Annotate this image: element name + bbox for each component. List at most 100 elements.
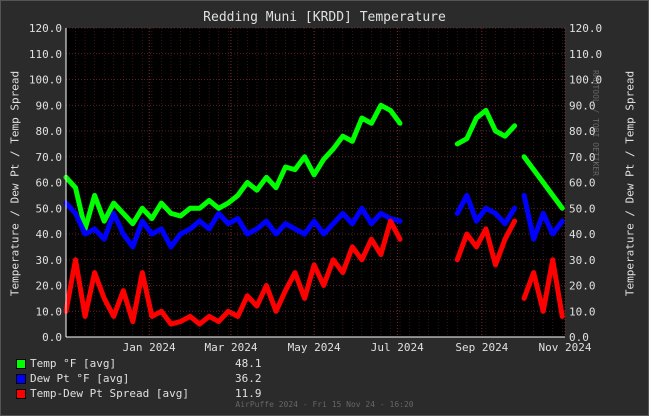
series-point-1	[73, 211, 78, 216]
y-tick-label-left: 70.0	[36, 151, 63, 164]
series-point-0	[311, 172, 317, 177]
series-point-0	[130, 221, 135, 226]
series-point-0	[245, 180, 250, 185]
series-point-1	[187, 226, 193, 232]
y-tick-label-left: 100.0	[29, 74, 62, 87]
series-point-0	[159, 200, 164, 206]
series-point-2	[121, 288, 126, 293]
series-point-0	[531, 167, 536, 172]
series-point-0	[273, 185, 279, 190]
y-tick-label-left: 50.0	[36, 202, 63, 215]
series-point-2	[464, 231, 469, 237]
series-point-0	[292, 167, 298, 172]
legend-avg-spread: 11.9	[235, 387, 262, 400]
series-point-2	[111, 314, 116, 319]
y-tick-label-right: 90.0	[569, 99, 596, 112]
series-point-0	[378, 103, 384, 108]
series-point-0	[359, 115, 365, 121]
series-point-0	[111, 200, 116, 206]
series-point-0	[550, 193, 555, 198]
series-point-2	[302, 296, 307, 301]
series-point-0	[321, 157, 326, 162]
series-point-0	[388, 108, 393, 113]
series-point-2	[197, 321, 202, 327]
series-point-2	[359, 257, 365, 262]
series-point-2	[168, 321, 174, 327]
series-point-1	[82, 231, 88, 237]
series-point-2	[187, 314, 193, 319]
series-point-1	[149, 231, 155, 237]
y-tick-label-right: 100.0	[569, 74, 602, 87]
series-point-1	[226, 221, 231, 226]
series-point-1	[283, 221, 288, 226]
series-point-0	[340, 134, 345, 139]
series-point-0	[254, 188, 260, 193]
y-tick-label-right: 0.0	[569, 331, 589, 344]
series-point-1	[359, 206, 365, 211]
series-point-0	[493, 128, 498, 134]
y-tick-label-right: 110.0	[569, 48, 602, 61]
series-point-0	[502, 134, 508, 139]
legend-item-spread: Temp-Dew Pt Spread [avg] 11.9	[16, 387, 262, 400]
series-point-2	[207, 314, 212, 319]
legend-swatch-dewpt	[16, 374, 26, 384]
legend-item-temp: Temp °F [avg] 48.1	[16, 357, 262, 370]
y-tick-label-left: 20.0	[36, 280, 63, 293]
temperature-chart: 0.0 0.0 10.0 10.0 20.0 20.0 30.0 30.0 40.0 40.0 50…	[29, 22, 602, 354]
series-point-0	[121, 211, 126, 216]
series-point-2	[292, 270, 298, 275]
series-point-1	[273, 231, 279, 237]
series-point-2	[216, 319, 221, 324]
series-point-0	[369, 121, 374, 126]
series-point-1	[178, 231, 183, 237]
legend-swatch-temp	[16, 359, 26, 369]
series-point-2	[82, 314, 88, 319]
series-point-2	[474, 244, 479, 250]
series-point-0	[464, 136, 469, 141]
y-tick-label-left: 120.0	[29, 22, 62, 35]
series-point-2	[226, 309, 231, 314]
y-tick-label-left: 80.0	[36, 125, 63, 138]
legend-avg-dewpt: 36.2	[235, 372, 262, 385]
y-tick-label-right: 120.0	[569, 22, 602, 35]
series-point-0	[140, 206, 145, 211]
series-point-1	[378, 211, 384, 216]
series-point-1	[92, 226, 97, 232]
series-point-1	[397, 218, 403, 224]
series-point-1	[235, 216, 240, 221]
series-point-2	[159, 309, 164, 314]
series-point-0	[178, 213, 183, 219]
series-point-1	[474, 218, 479, 224]
series-point-2	[273, 309, 279, 314]
series-point-2	[512, 218, 517, 224]
y-tick-label-right: 10.0	[569, 305, 596, 318]
series-point-1	[245, 231, 250, 237]
series-point-1	[531, 237, 536, 242]
y-tick-label-right: 50.0	[569, 202, 596, 215]
series-point-2	[521, 296, 527, 301]
series-point-1	[292, 226, 298, 232]
series-point-2	[311, 262, 317, 268]
series-point-2	[140, 270, 145, 275]
series-point-0	[264, 175, 269, 180]
y-tick-label-left: 30.0	[36, 254, 63, 267]
series-point-2	[541, 309, 546, 314]
series-point-2	[550, 257, 555, 262]
series-point-0	[397, 121, 403, 126]
series-point-1	[455, 211, 460, 216]
series-point-2	[483, 226, 489, 232]
series-point-0	[149, 216, 155, 221]
series-point-2	[502, 237, 508, 242]
x-tick-label: Sep 2024	[455, 341, 508, 354]
series-point-2	[149, 314, 155, 319]
x-tick-label: Jul 2024	[371, 341, 424, 354]
series-point-2	[369, 237, 374, 242]
series-point-1	[207, 226, 212, 232]
series-point-0	[512, 123, 517, 128]
series-point-2	[493, 262, 498, 268]
series-point-1	[111, 211, 116, 216]
series-point-1	[493, 211, 498, 216]
legend-label-temp: Temp °F [avg]	[30, 357, 117, 370]
series-point-0	[197, 206, 202, 211]
series-point-1	[512, 206, 517, 211]
